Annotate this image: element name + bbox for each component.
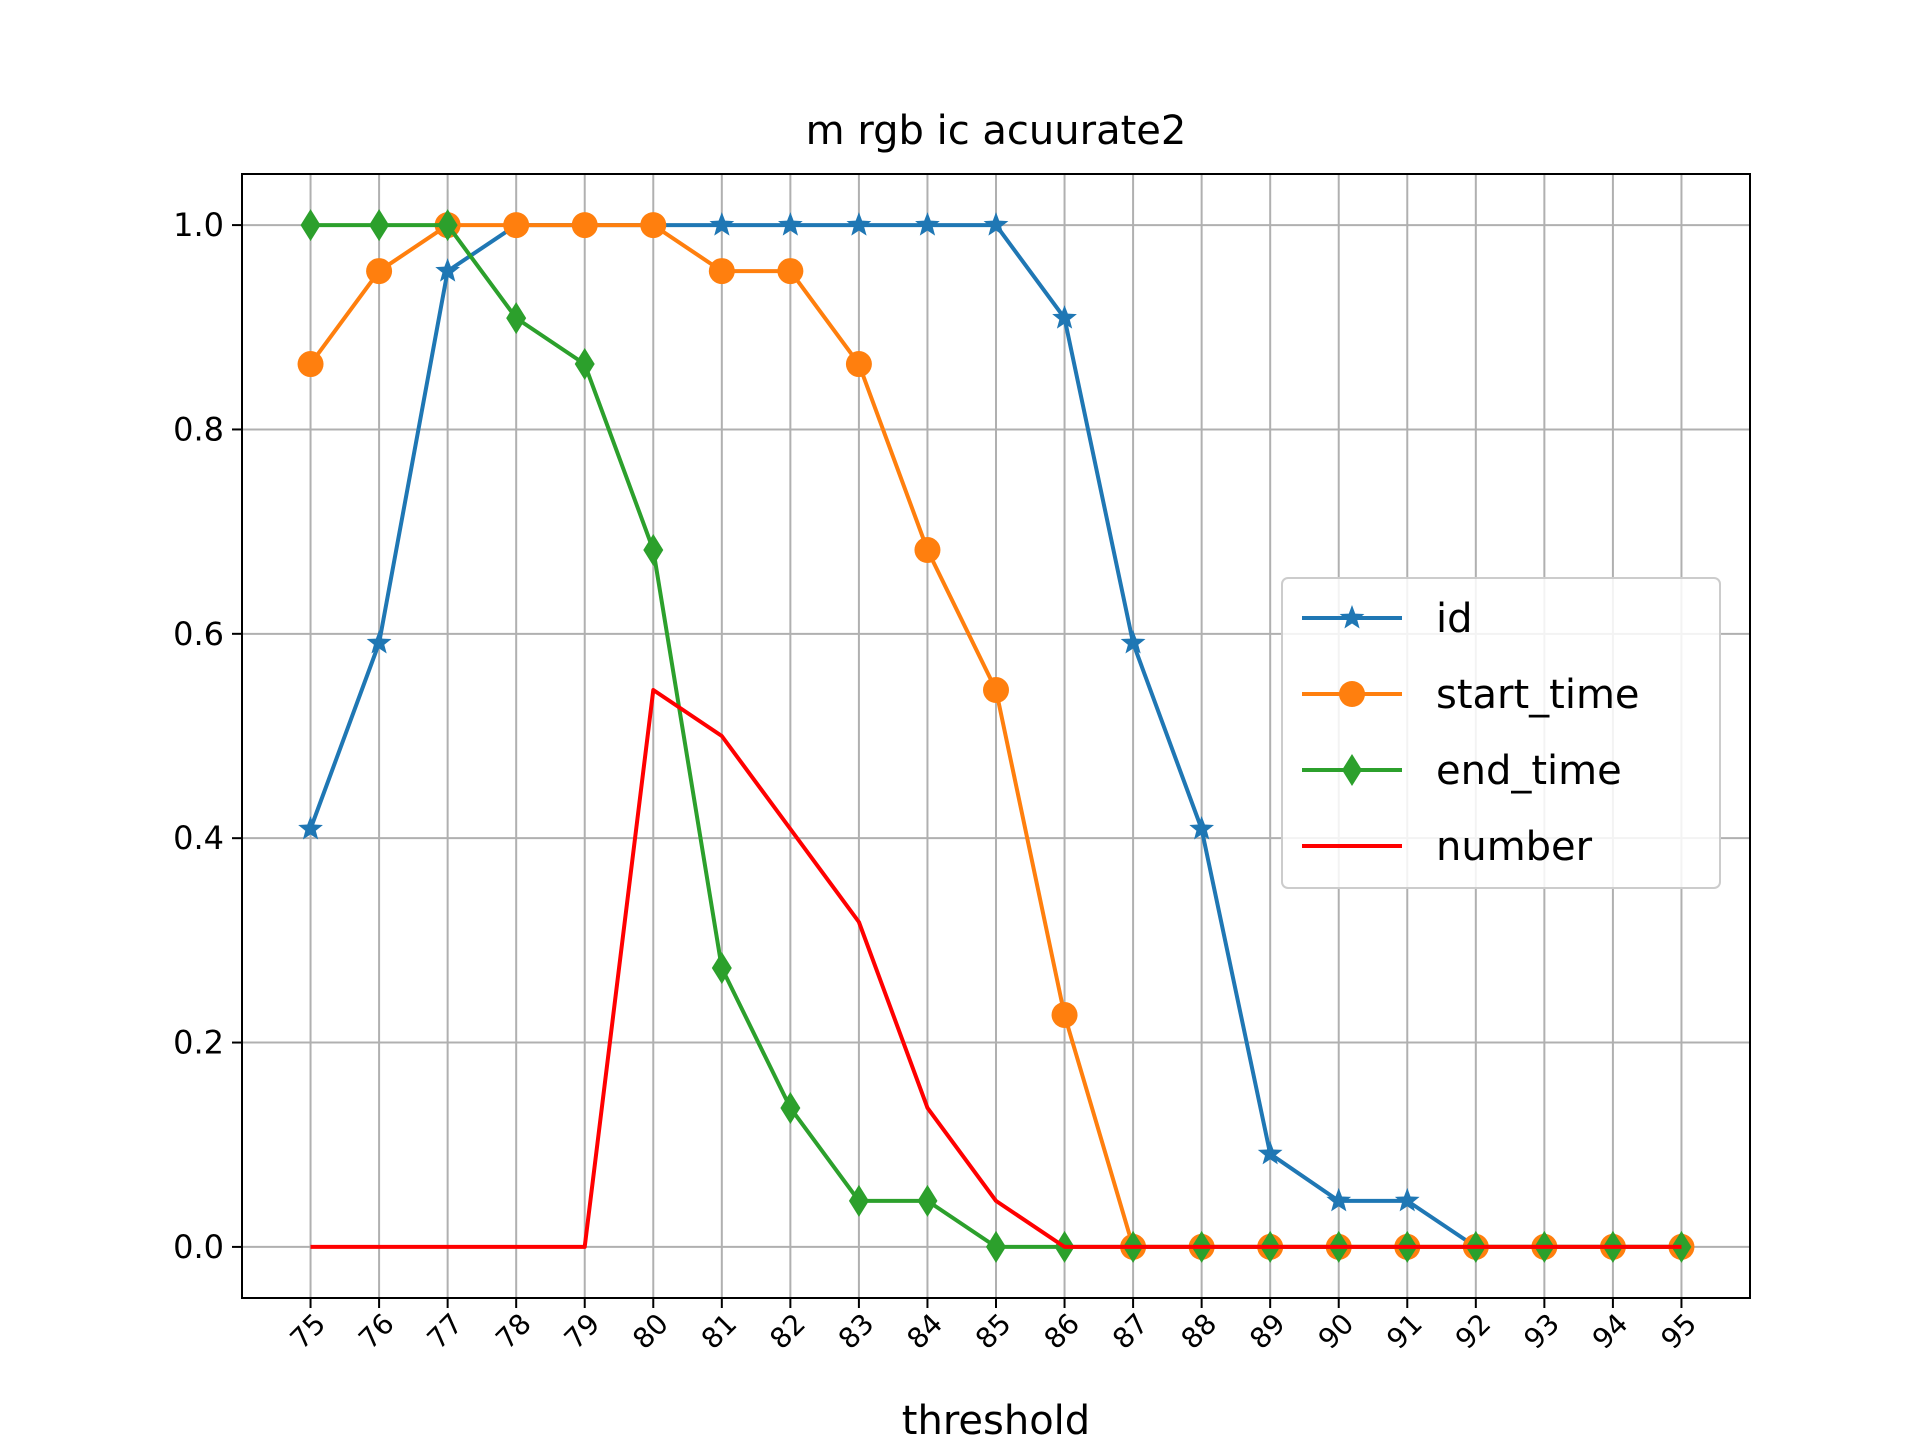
data-point-start_time [1051, 1001, 1078, 1028]
data-point-end_time [917, 1184, 938, 1217]
series-number [310, 688, 1682, 1249]
y-tick-label: 0.2 [173, 1024, 224, 1062]
data-point-start_time [777, 258, 804, 285]
data-point-end_time [986, 1230, 1006, 1263]
y-tick-label: 0.8 [173, 410, 224, 448]
data-point-start_time [708, 258, 735, 285]
data-point-id [1052, 305, 1077, 329]
data-point-end_time [506, 302, 527, 335]
data-point-end_time [300, 209, 321, 242]
data-point-id [1326, 1187, 1352, 1212]
data-point-id [709, 212, 735, 236]
data-point-start_time [983, 677, 1009, 704]
chart-title: m rgb ic acuurate2 [806, 108, 1187, 154]
data-point-id [983, 212, 1009, 236]
legend-swatch-marker [1339, 605, 1365, 629]
data-point-end_time [780, 1091, 801, 1124]
data-point-end_time [574, 348, 595, 381]
data-point-start_time [914, 537, 941, 564]
data-point-end_time [643, 534, 664, 567]
legend-item-id: id [1302, 596, 1473, 642]
data-point-start_time [571, 212, 598, 239]
data-point-start_time [297, 351, 324, 378]
data-point-end_time [437, 209, 458, 242]
legend-item-start_time: start_time [1302, 672, 1640, 718]
data-point-end_time [369, 209, 390, 242]
y-tick-label: 0.0 [173, 1228, 224, 1266]
legend-swatch-marker [1342, 754, 1362, 786]
data-point-id [298, 816, 323, 840]
data-point-id [1257, 1140, 1283, 1165]
legend-swatch-marker [1339, 681, 1365, 707]
legend-item-end_time: end_time [1302, 748, 1622, 794]
legend-box [1281, 577, 1721, 889]
data-point-end_time [848, 1184, 869, 1217]
data-point-id [915, 212, 940, 236]
legend-label: end_time [1436, 748, 1622, 794]
data-point-start_time [845, 351, 872, 378]
data-point-id [1189, 816, 1214, 840]
series-line-number [310, 688, 1682, 1249]
y-tick-label: 0.6 [173, 615, 224, 653]
data-point-id [1120, 630, 1146, 654]
data-point-end_time [711, 951, 732, 984]
y-tick-label: 0.4 [173, 819, 224, 857]
data-point-id [778, 212, 803, 236]
data-point-id [435, 258, 460, 282]
y-tick-label: 1.0 [173, 206, 224, 244]
data-point-id [846, 212, 872, 236]
data-point-start_time [503, 212, 530, 239]
series-layer [297, 209, 1695, 1263]
data-point-start_time [366, 258, 393, 285]
data-point-start_time [640, 212, 667, 239]
legend-label: id [1436, 596, 1473, 642]
legend-item-number: number [1302, 824, 1593, 870]
plot-frame [241, 173, 1751, 1299]
data-point-id [366, 630, 392, 654]
x-axis-label: threshold [902, 1398, 1090, 1440]
legend-label: number [1436, 824, 1593, 870]
legend-label: start_time [1436, 672, 1640, 718]
data-point-id [1394, 1187, 1420, 1212]
